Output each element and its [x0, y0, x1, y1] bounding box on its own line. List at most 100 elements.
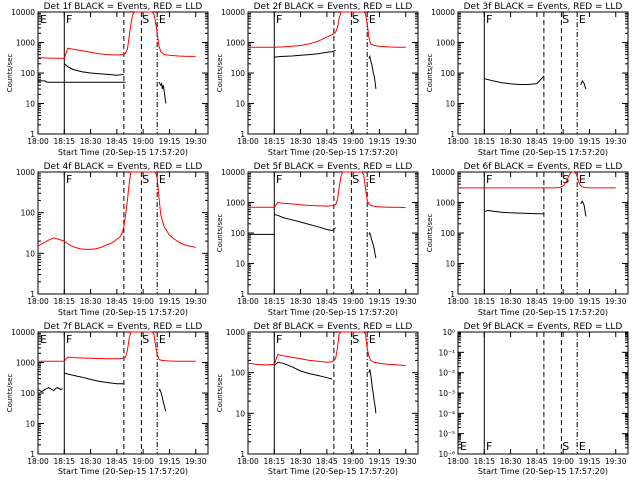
panel-plot: 18:00 18:15 18:30 18:45 19:00 19:15 19:30 1 10 10… [221, 8, 419, 146]
x-tick-label: 18:30 [80, 297, 102, 306]
series-line-events [580, 200, 587, 217]
x-tick-label: 18:30 [80, 137, 102, 146]
marker-label: E [579, 173, 586, 186]
series-line-events [273, 361, 333, 380]
plot-frame [457, 171, 629, 295]
x-tick-label: 18:00 [27, 137, 49, 146]
y-tick-label: 1000 [226, 199, 245, 208]
marker-label: F [276, 173, 282, 186]
marker-label: E [460, 440, 467, 453]
x-axis-label: Start Time (20-Sep-15 17:57:20) [478, 148, 608, 157]
panel-title: Det 3f BLACK = Events, RED = LLD [464, 2, 623, 12]
x-tick-label: 19:30 [185, 137, 207, 146]
marker-label: E [369, 333, 376, 346]
x-tick-label: 18:30 [290, 137, 312, 146]
x-tick-label: 18:30 [290, 457, 312, 466]
y-tick-label: 1 [450, 290, 455, 299]
marker-label: F [66, 13, 72, 26]
panel-plot: 18:00 18:15 18:30 18:45 19:00 19:15 19:30 1 10 10… [226, 328, 419, 466]
x-tick-label: 18:45 [106, 137, 128, 146]
marker-label: S [562, 13, 569, 26]
y-tick-label: 10 [25, 420, 35, 429]
x-tick-label: 18:00 [237, 137, 259, 146]
y-tick-label: 10⁻⁶ [438, 450, 455, 459]
y-axis-label: Counts/sec [426, 214, 434, 253]
series-line-events [37, 387, 63, 393]
x-axis-label: Start Time (20-Sep-15 17:57:20) [268, 467, 398, 476]
x-tick-label: 18:00 [237, 457, 259, 466]
panel-title: Det 7f BLACK = Events, RED = LLD [44, 322, 203, 332]
y-tick-label: 1000 [16, 359, 35, 368]
plot-frame [37, 331, 209, 455]
marker-label: E [369, 13, 376, 26]
series-line-lld [248, 11, 406, 48]
x-tick-label: 18:15 [473, 297, 495, 306]
y-tick-label: 100 [441, 69, 456, 78]
series-line-events [63, 63, 124, 76]
x-tick-label: 19:00 [552, 137, 574, 146]
x-tick-label: 18:30 [500, 457, 522, 466]
y-tick-label: 10 [25, 100, 35, 109]
x-tick-label: 18:30 [500, 137, 522, 146]
series-line-events [368, 369, 377, 414]
marker-label: S [562, 173, 569, 186]
x-tick-label: 19:15 [579, 457, 601, 466]
panel-det-9: Det 9f BLACK = Events, RED = LLD 18:00 18… [438, 322, 629, 476]
x-tick-label: 19:30 [185, 457, 207, 466]
x-tick-label: 19:00 [132, 457, 154, 466]
series-line-lld [458, 171, 616, 189]
x-tick-label: 18:00 [27, 297, 49, 306]
plot-frame [37, 11, 209, 135]
marker-label: E [40, 13, 47, 26]
panel-plot: 18:00 18:15 18:30 18:45 19:00 19:15 19:30 1 10 10… [11, 8, 209, 146]
plot-frame [247, 331, 419, 455]
y-tick-label: 1 [450, 130, 455, 139]
y-tick-label: 1 [240, 450, 245, 459]
series-line-lld [247, 331, 406, 366]
plot-frame [37, 171, 209, 295]
y-tick-label: 10000 [431, 168, 455, 177]
x-tick-label: 19:30 [395, 137, 417, 146]
x-tick-label: 18:30 [290, 297, 312, 306]
marker-label: F [66, 173, 72, 186]
marker-label: F [66, 333, 72, 346]
y-tick-label: 10000 [221, 8, 245, 17]
y-tick-label: 10⁻³ [438, 389, 455, 398]
panel-title: Det 4f BLACK = Events, RED = LLD [44, 162, 203, 172]
panel-det-5: Det 5f BLACK = Events, RED = LLD 18:00 18… [216, 162, 419, 317]
marker-label: E [40, 333, 47, 346]
y-tick-label: 10 [445, 260, 455, 269]
marker-label: S [352, 333, 359, 346]
y-tick-label: 1000 [226, 39, 245, 48]
y-tick-label: 10000 [221, 168, 245, 177]
series-line-lld [37, 171, 196, 250]
marker-label: S [352, 173, 359, 186]
y-tick-label: 100 [21, 389, 36, 398]
y-tick-label: 100 [441, 229, 456, 238]
x-axis-label: Start Time (20-Sep-15 17:57:20) [268, 308, 398, 317]
series-line-events [38, 80, 126, 83]
x-tick-label: 19:30 [395, 297, 417, 306]
y-tick-label: 1000 [16, 168, 35, 177]
series-line-lld [248, 171, 406, 209]
x-tick-label: 18:45 [526, 457, 548, 466]
x-tick-label: 19:15 [579, 297, 601, 306]
x-tick-label: 18:45 [526, 297, 548, 306]
panel-det-8: Det 8f BLACK = Events, RED = LLD 18:00 18… [216, 322, 419, 476]
x-tick-label: 18:15 [53, 457, 75, 466]
x-tick-label: 19:15 [579, 137, 601, 146]
series-line-events [274, 214, 336, 232]
panel-title: Det 5f BLACK = Events, RED = LLD [254, 162, 413, 172]
y-tick-label: 1 [240, 130, 245, 139]
plot-frame [247, 171, 419, 295]
panel-title: Det 2f BLACK = Events, RED = LLD [254, 2, 413, 12]
y-tick-label: 1000 [436, 199, 455, 208]
y-tick-label: 1000 [226, 328, 245, 337]
plot-frame [247, 11, 419, 135]
y-axis-label: Counts/sec [216, 374, 224, 413]
x-tick-label: 19:30 [605, 297, 627, 306]
x-axis-label: Start Time (20-Sep-15 17:57:20) [58, 467, 188, 476]
y-axis-label: Counts/sec [216, 214, 224, 253]
marker-label: S [142, 13, 149, 26]
y-tick-label: 10000 [11, 8, 35, 17]
